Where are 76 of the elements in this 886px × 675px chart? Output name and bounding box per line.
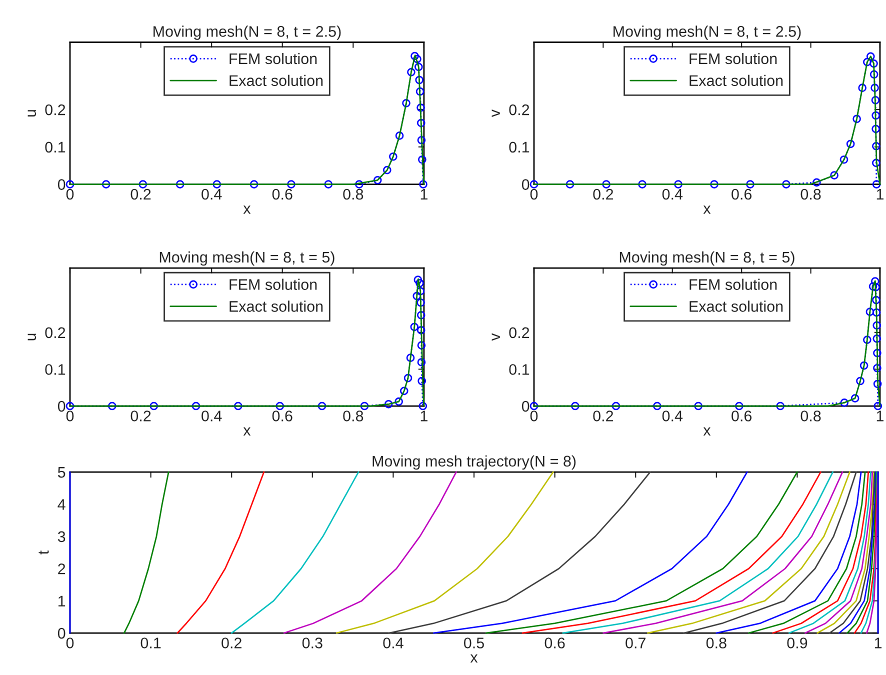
- x-tick-label: 0.8: [706, 638, 726, 648]
- y-tick-label: 0.1: [45, 142, 66, 153]
- x-tick-label: 0.6: [732, 410, 752, 422]
- y-tick-label: 1: [58, 596, 66, 606]
- x-tick-label: 0.4: [662, 188, 683, 200]
- chart-title: Moving mesh(N = 8, t = 2.5): [154, 26, 341, 40]
- y-tick-label: 0.2: [509, 104, 530, 116]
- y-axis-title: u: [28, 334, 36, 340]
- y-tick-label: 0.1: [509, 364, 530, 375]
- y-tick-label: 5: [58, 467, 66, 478]
- legend-label: Exact solution: [230, 300, 323, 312]
- x-tick-label: 0.4: [202, 410, 222, 422]
- x-tick-label: 0.8: [800, 188, 821, 200]
- x-axis-title: x: [703, 206, 711, 214]
- x-axis-title: x: [470, 654, 478, 662]
- x-tick-label: 0.4: [662, 410, 683, 422]
- x-tick-label: 0.2: [130, 188, 151, 200]
- y-tick-label: 0.2: [45, 104, 66, 116]
- x-tick-label: 0.2: [222, 638, 242, 648]
- x-tick-label: 0.4: [202, 188, 222, 200]
- x-tick-label: 0.5: [464, 638, 484, 648]
- chart-title: Moving mesh(N = 8, t = 5): [620, 251, 794, 266]
- y-tick-label: 0: [58, 400, 66, 412]
- y-tick-label: 0: [522, 179, 530, 190]
- y-tick-label: 0.2: [509, 327, 530, 338]
- y-tick-label: 4: [58, 499, 66, 510]
- x-axis-title: x: [243, 206, 251, 214]
- x-axis-title: x: [703, 427, 711, 436]
- y-tick-label: 0.1: [45, 364, 66, 375]
- legend-label: Exact solution: [230, 74, 323, 86]
- x-tick-label: 0.9: [787, 638, 808, 648]
- x-tick-label: 1: [876, 189, 884, 200]
- chart-title: Moving mesh trajectory(N = 8): [372, 455, 576, 470]
- x-tick-label: 0.6: [544, 638, 565, 648]
- y-tick-label: 0: [58, 628, 66, 639]
- x-tick-label: 0.6: [272, 188, 292, 200]
- legend-label: FEM solution: [690, 278, 777, 290]
- y-tick-label: 0.2: [45, 327, 66, 338]
- y-tick-label: 0: [522, 400, 530, 412]
- legend-label: Exact solution: [690, 74, 783, 86]
- x-tick-label: 1: [874, 638, 882, 648]
- x-tick-label: 0.8: [343, 410, 364, 422]
- x-tick-label: 0.1: [140, 638, 161, 648]
- x-tick-label: 0: [530, 188, 538, 200]
- y-tick-label: 0: [58, 179, 66, 190]
- y-axis-title: u: [28, 110, 36, 117]
- x-tick-label: 0.8: [800, 410, 821, 422]
- y-axis-title: v: [492, 110, 500, 118]
- chart-title: Moving mesh(N = 8, t = 5): [160, 251, 334, 266]
- x-tick-label: 0.4: [383, 638, 404, 648]
- legend-label: Exact solution: [690, 300, 783, 312]
- x-tick-label: 0.6: [272, 410, 292, 422]
- x-axis-title: x: [243, 427, 251, 436]
- legend-label: FEM solution: [690, 52, 777, 64]
- x-tick-label: 0: [66, 188, 74, 200]
- x-tick-label: 0.7: [626, 638, 646, 648]
- legend-label: FEM solution: [230, 278, 317, 290]
- legend-label: FEM solution: [230, 52, 317, 64]
- x-tick-label: 1: [420, 189, 428, 200]
- x-tick-label: 0: [66, 410, 74, 422]
- x-tick-label: 0.2: [593, 188, 614, 200]
- x-tick-label: 0.2: [130, 410, 151, 422]
- x-tick-label: 1: [876, 410, 884, 422]
- x-tick-label: 0.6: [732, 188, 752, 200]
- x-tick-label: 1: [420, 410, 428, 422]
- x-tick-label: 0.2: [593, 410, 614, 422]
- y-tick-label: 2: [58, 563, 66, 574]
- chart-title: Moving mesh(N = 8, t = 2.5): [614, 26, 801, 40]
- y-axis-title: v: [492, 333, 500, 341]
- y-axis-title: t: [38, 550, 49, 554]
- x-tick-label: 0.8: [343, 188, 364, 200]
- y-tick-label: 3: [58, 531, 66, 542]
- y-tick-label: 0.1: [509, 142, 530, 153]
- x-tick-label: 0: [530, 410, 538, 422]
- x-tick-label: 0.3: [302, 638, 322, 648]
- x-tick-label: 0: [66, 638, 74, 648]
